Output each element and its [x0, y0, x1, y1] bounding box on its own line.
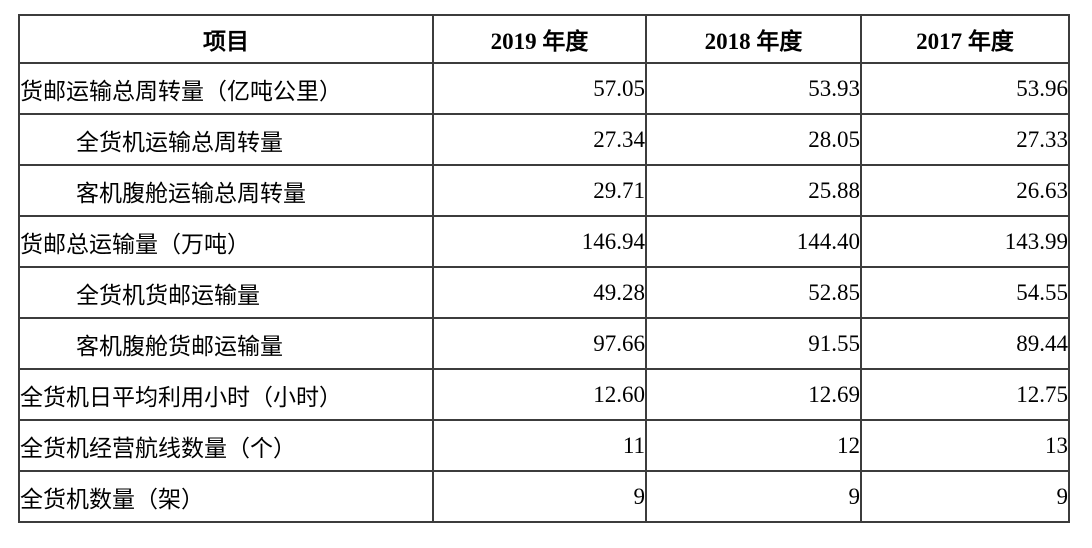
- value-cell-year-2017: 53.96: [860, 62, 1070, 115]
- value-cell-year-2019: 57.05: [432, 62, 647, 115]
- value-cell-year-2018: 9: [645, 470, 862, 523]
- value-cell-year-2018: 53.93: [645, 62, 862, 115]
- row-label: 全货机经营航线数量（个）: [18, 419, 434, 472]
- operating-stats-table: 项目 2019 年度 2018 年度 2017 年度 货邮运输总周转量（亿吨公里…: [18, 14, 1070, 523]
- value-cell-year-2019: 12.60: [432, 368, 647, 421]
- table-row: 客机腹舱运输总周转量 29.71 25.88 26.63: [18, 164, 1070, 217]
- value-cell-year-2017: 27.33: [860, 113, 1070, 166]
- table-row: 全货机数量（架） 9 9 9: [18, 470, 1070, 523]
- table-row: 全货机经营航线数量（个） 11 12 13: [18, 419, 1070, 472]
- value-cell-year-2019: 27.34: [432, 113, 647, 166]
- row-label: 货邮总运输量（万吨）: [18, 215, 434, 268]
- value-cell-year-2019: 49.28: [432, 266, 647, 319]
- value-cell-year-2019: 11: [432, 419, 647, 472]
- value-cell-year-2018: 12: [645, 419, 862, 472]
- value-cell-year-2017: 26.63: [860, 164, 1070, 217]
- value-cell-year-2017: 12.75: [860, 368, 1070, 421]
- table-row: 全货机运输总周转量 27.34 28.05 27.33: [18, 113, 1070, 166]
- table-row: 全货机货邮运输量 49.28 52.85 54.55: [18, 266, 1070, 319]
- row-label: 全货机运输总周转量: [18, 113, 434, 166]
- header-year-2018: 2018 年度: [645, 14, 862, 64]
- header-year-2019: 2019 年度: [432, 14, 647, 64]
- value-cell-year-2018: 28.05: [645, 113, 862, 166]
- value-cell-year-2019: 97.66: [432, 317, 647, 370]
- value-cell-year-2017: 9: [860, 470, 1070, 523]
- table-body: 货邮运输总周转量（亿吨公里） 57.05 53.93 53.96 全货机运输总周转量 27…: [18, 62, 1070, 523]
- table-row: 货邮总运输量（万吨） 146.94 144.40 143.99: [18, 215, 1070, 268]
- row-label: 客机腹舱货邮运输量: [18, 317, 434, 370]
- value-cell-year-2018: 91.55: [645, 317, 862, 370]
- value-cell-year-2017: 89.44: [860, 317, 1070, 370]
- value-cell-year-2019: 29.71: [432, 164, 647, 217]
- value-cell-year-2017: 54.55: [860, 266, 1070, 319]
- header-row: 项目 2019 年度 2018 年度 2017 年度: [18, 14, 1070, 64]
- row-label: 货邮运输总周转量（亿吨公里）: [18, 62, 434, 115]
- value-cell-year-2019: 146.94: [432, 215, 647, 268]
- header-year-2017: 2017 年度: [860, 14, 1070, 64]
- value-cell-year-2017: 13: [860, 419, 1070, 472]
- row-label: 客机腹舱运输总周转量: [18, 164, 434, 217]
- value-cell-year-2019: 9: [432, 470, 647, 523]
- row-label: 全货机货邮运输量: [18, 266, 434, 319]
- table-row: 全货机日平均利用小时（小时） 12.60 12.69 12.75: [18, 368, 1070, 421]
- value-cell-year-2017: 143.99: [860, 215, 1070, 268]
- value-cell-year-2018: 12.69: [645, 368, 862, 421]
- table-row: 货邮运输总周转量（亿吨公里） 57.05 53.93 53.96: [18, 62, 1070, 115]
- value-cell-year-2018: 52.85: [645, 266, 862, 319]
- row-label: 全货机日平均利用小时（小时）: [18, 368, 434, 421]
- value-cell-year-2018: 25.88: [645, 164, 862, 217]
- table-row: 客机腹舱货邮运输量 97.66 91.55 89.44: [18, 317, 1070, 370]
- row-label: 全货机数量（架）: [18, 470, 434, 523]
- header-item-column: 项目: [18, 14, 434, 64]
- value-cell-year-2018: 144.40: [645, 215, 862, 268]
